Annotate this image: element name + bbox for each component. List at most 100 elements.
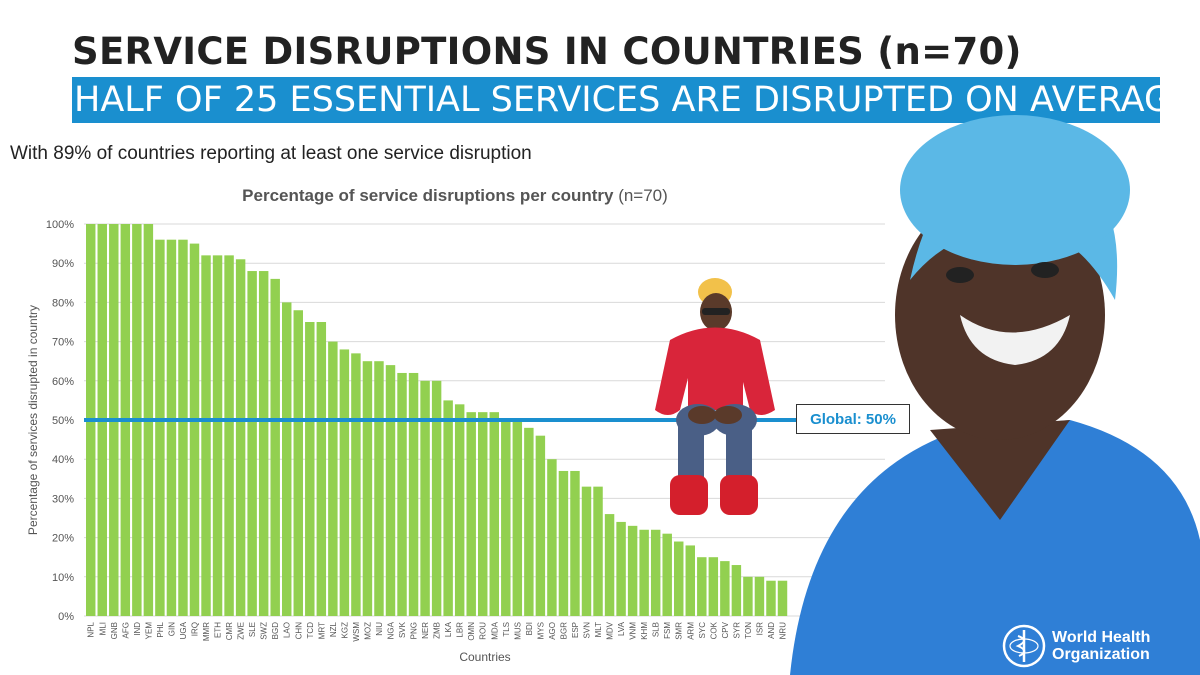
bar-nru — [777, 580, 788, 616]
x-tick-label: COK — [709, 621, 718, 639]
bar-tls — [501, 420, 511, 616]
x-tick-label: ARM — [686, 622, 695, 640]
x-axis-ticks: NPL MLI GNB AFG IND YEM PHL GIN UGA IRQ MMR ETH CMR Z… — [87, 621, 788, 641]
sitting-man-illustration — [655, 278, 775, 515]
x-tick-label: ISR — [755, 622, 764, 636]
bar-cmr — [224, 255, 234, 617]
x-tick-label: MRT — [317, 622, 326, 639]
bar-khm — [639, 529, 649, 616]
x-tick-label: MDA — [490, 621, 499, 639]
bar-arm — [685, 545, 695, 616]
bar-chn — [293, 310, 303, 616]
bar-smr — [674, 541, 684, 616]
y-axis-label: Percentage of services disrupted in coun… — [26, 305, 40, 535]
x-tick-label: YEM — [144, 622, 153, 640]
x-tick-label: PNG — [410, 622, 419, 639]
page-subtitle: HALF OF 25 ESSENTIAL SERVICES ARE DISRUP… — [72, 77, 1160, 123]
bar-zmb — [431, 380, 442, 616]
bar-lka — [443, 400, 453, 616]
bar-niu — [374, 361, 384, 616]
bar-lva — [616, 521, 626, 616]
y-tick-label: 90% — [52, 258, 74, 270]
x-tick-label: MLT — [594, 622, 603, 638]
bar-bgr — [558, 470, 569, 616]
bar-mlt — [593, 486, 603, 616]
x-tick-label: FSM — [663, 622, 672, 639]
y-axis-ticks: 0% 10% 20% 30% 40% 50% 60% 70% 80% 90% 100% — [46, 219, 74, 623]
x-tick-label: MYS — [536, 622, 545, 639]
chart-title: Percentage of service disruptions per co… — [242, 186, 668, 205]
bar-png — [408, 372, 419, 616]
x-tick-label: ESP — [571, 622, 580, 638]
who-emblem-icon — [1002, 624, 1046, 668]
bar-zwe — [235, 259, 246, 616]
x-tick-label: BGR — [559, 622, 568, 640]
bar-svn — [581, 486, 592, 616]
x-tick-label: MOZ — [363, 622, 372, 640]
x-axis-label: Countries — [459, 650, 510, 664]
bar-mrt — [316, 322, 327, 616]
summary-note: With 89% of countries reporting at least… — [10, 143, 532, 164]
bar-moz — [362, 361, 373, 616]
x-tick-label: IND — [133, 622, 142, 636]
x-tick-label: TON — [744, 622, 753, 639]
bar-phl — [155, 239, 165, 616]
x-tick-label: TLS — [502, 622, 511, 637]
who-logo: World Health Organization — [1002, 624, 1150, 668]
y-tick-label: 20% — [52, 533, 74, 545]
bar-sle — [247, 271, 257, 616]
x-tick-label: MLI — [98, 622, 107, 635]
bar-tcd — [305, 322, 315, 616]
bar-gin — [166, 239, 177, 616]
x-tick-label: SMR — [675, 622, 684, 640]
bar-syc — [697, 557, 707, 616]
x-tick-label: SYC — [698, 622, 707, 639]
x-tick-label: ETH — [214, 622, 223, 638]
bar-kgz — [339, 349, 350, 616]
page-title: SERVICE DISRUPTIONS IN COUNTRIES (n=70) — [72, 30, 1022, 73]
bar-cok — [708, 557, 719, 616]
x-tick-label: CPV — [721, 621, 730, 638]
global-average-label: Global: 50% — [796, 404, 910, 434]
x-tick-label: NRU — [779, 622, 788, 640]
x-tick-label: NIU — [375, 622, 384, 636]
bar-eth — [212, 255, 223, 617]
x-tick-label: KHM — [640, 622, 649, 640]
bar-omn — [466, 412, 476, 616]
x-tick-label: NER — [421, 622, 430, 639]
who-logo-line1: World Health — [1052, 629, 1151, 646]
x-tick-label: NPL — [87, 621, 96, 637]
bar-esp — [570, 470, 580, 616]
x-tick-label: IRQ — [190, 622, 199, 636]
x-tick-label: LKA — [444, 621, 453, 637]
x-tick-label: SWZ — [260, 622, 269, 640]
bar-ago — [547, 459, 557, 616]
x-tick-label: NGA — [386, 621, 395, 639]
x-tick-label: LAO — [283, 622, 292, 638]
x-tick-label: CMR — [225, 622, 234, 640]
bar-irq — [189, 243, 200, 616]
x-tick-label: SVK — [398, 621, 407, 638]
x-tick-label: VNM — [629, 622, 638, 640]
x-tick-label: MMR — [202, 622, 211, 641]
bar-bgd — [270, 278, 280, 616]
x-tick-label: KGZ — [340, 622, 349, 639]
x-tick-label: AFG — [121, 622, 130, 638]
x-tick-label: SLB — [652, 622, 661, 637]
bar-mda — [489, 412, 499, 616]
x-tick-label: AGO — [548, 622, 557, 640]
x-tick-label: SVN — [583, 622, 592, 639]
x-tick-label: BGD — [271, 622, 280, 640]
y-tick-label: 100% — [46, 219, 74, 231]
y-tick-label: 10% — [52, 572, 74, 584]
bar-ton — [743, 576, 753, 616]
y-tick-label: 50% — [52, 415, 74, 427]
x-tick-label: SYR — [732, 622, 741, 639]
x-tick-label: ZMB — [433, 622, 442, 639]
x-tick-label: PHL — [156, 621, 165, 637]
y-tick-label: 70% — [52, 337, 74, 349]
y-tick-label: 40% — [52, 454, 74, 466]
bar-isr — [754, 576, 765, 616]
bar-mus — [512, 420, 523, 616]
bar-svk — [397, 372, 407, 616]
